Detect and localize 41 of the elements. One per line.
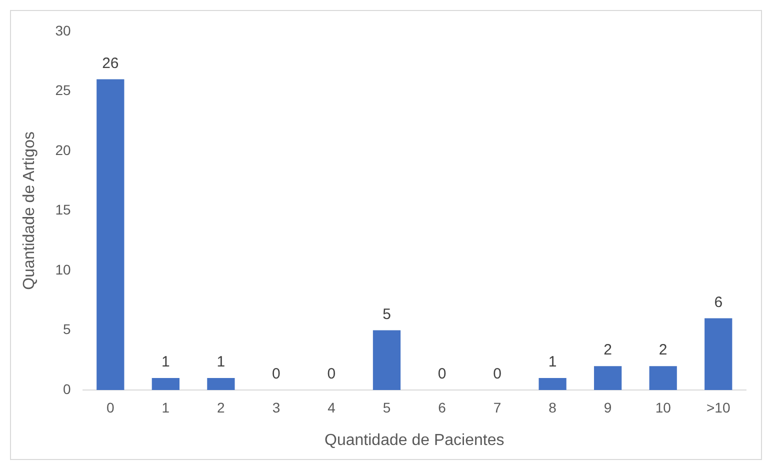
x-tick-label: 3	[272, 399, 280, 416]
data-label: 26	[102, 54, 119, 72]
data-label: 0	[327, 366, 336, 383]
x-tick-label: 1	[162, 399, 170, 416]
y-tick-label: 25	[55, 82, 71, 98]
y-tick-label: 15	[55, 202, 71, 218]
x-tick-label: 4	[328, 399, 336, 416]
data-label: 2	[604, 342, 612, 359]
bar	[704, 318, 732, 390]
bar	[594, 366, 622, 390]
bar	[207, 378, 235, 390]
data-label: 1	[548, 354, 557, 371]
x-tick-label: 9	[604, 399, 612, 416]
x-tick-label: 0	[106, 399, 115, 416]
data-label: 2	[658, 342, 668, 359]
bar	[649, 366, 677, 390]
x-axis-title: Quantidade de Pacientes	[324, 432, 504, 449]
x-tick-label: 5	[382, 399, 391, 416]
y-axis-title: Quantidade de Artigos	[21, 132, 38, 290]
x-tick-label: 6	[438, 399, 446, 416]
y-tick-label: 10	[55, 261, 71, 278]
x-tick-label: 8	[548, 399, 557, 416]
x-tick-label: 7	[493, 399, 502, 416]
bar	[372, 330, 401, 390]
y-tick-label: 0	[62, 380, 71, 397]
y-tick-label: 20	[55, 142, 71, 158]
bar	[152, 378, 180, 390]
bar	[538, 378, 566, 390]
data-label: 0	[272, 366, 280, 383]
data-label: 0	[493, 366, 502, 383]
data-label: 1	[216, 354, 226, 371]
data-label: 6	[714, 294, 723, 311]
x-tick-label: >10	[706, 399, 730, 416]
y-tick-label: 5	[62, 321, 71, 338]
x-tick-label: 10	[655, 399, 672, 416]
data-label: 1	[162, 354, 170, 371]
y-tick-label: 30	[55, 22, 71, 38]
x-tick-label: 2	[217, 399, 226, 416]
data-label: 0	[438, 366, 446, 383]
bar	[96, 79, 124, 390]
data-label: 5	[382, 306, 391, 323]
